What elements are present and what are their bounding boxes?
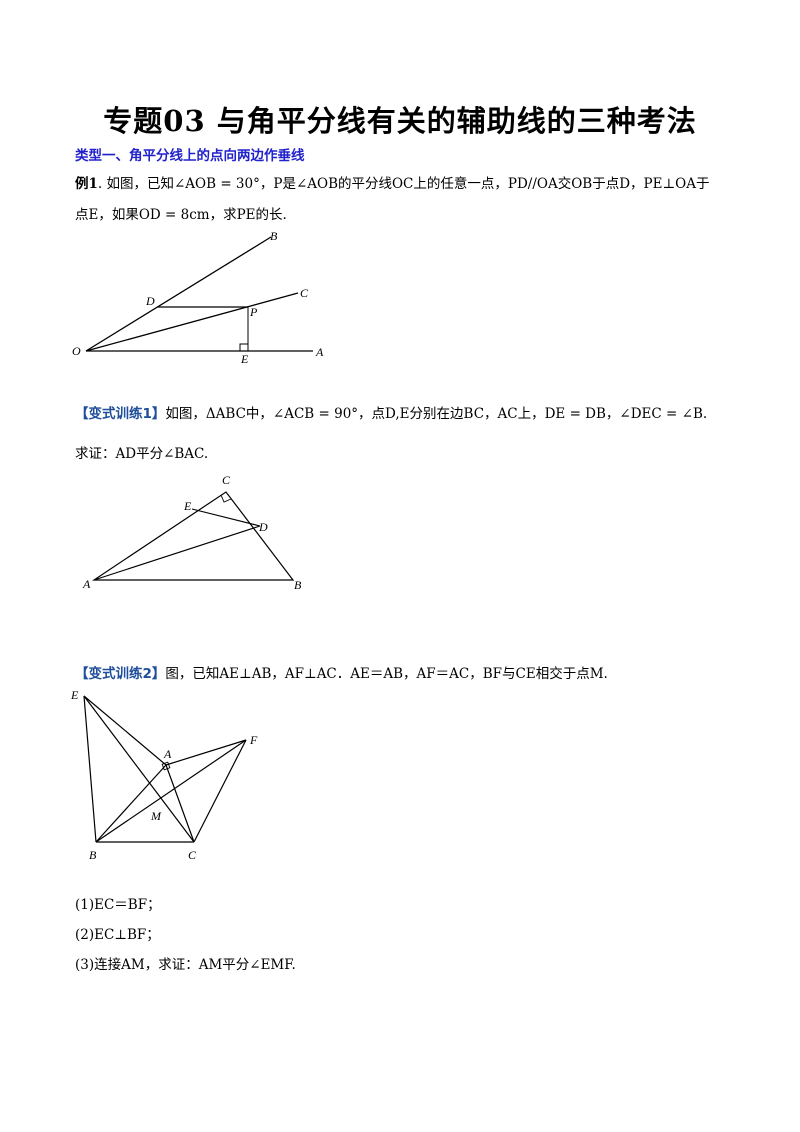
label-m: M <box>150 809 162 823</box>
example1-label: 例1 <box>75 176 98 192</box>
variant1-text1: 如图，ΔABC中，∠ACB = 90°，点D,E分别在边BC，AC上，DE = … <box>165 406 708 422</box>
variant2-text: 图，已知AE⊥AB，AF⊥AC．AE＝AB，AF＝AC，BF与CE相交于点M. <box>165 666 608 682</box>
ray-oc <box>85 292 299 352</box>
right-angle-mark <box>220 494 232 503</box>
label-c: C <box>222 473 231 487</box>
variant1-bracket: 【变式训练1】 <box>75 406 166 422</box>
segment-ea <box>83 695 167 766</box>
segment-ec <box>83 695 195 843</box>
ray-ob <box>85 236 272 352</box>
variant1-line2: 求证：AD平分∠BAC. <box>75 446 209 462</box>
label-c: C <box>300 286 309 300</box>
right-angle-mark <box>239 343 248 351</box>
example1-line2: 点E，如果OD = 8cm，求PE的长. <box>75 207 287 223</box>
example1-line1: 例1. 如图，已知∠AOB = 30°，P是∠AOB的平分线OC上的任意一点，P… <box>75 172 709 192</box>
segment-bf <box>95 739 247 843</box>
variant2-figure: E A F M B C <box>70 688 258 862</box>
label-a: A <box>315 345 324 359</box>
page-title: 专题03 与角平分线有关的辅助线的三种考法 <box>103 104 697 138</box>
variant2-bracket: 【变式训练2】 <box>75 666 166 682</box>
label-a: A <box>163 747 172 761</box>
segment-cf <box>193 739 247 843</box>
label-o: O <box>72 344 81 358</box>
variant2-line: 【变式训练2】图，已知AE⊥AB，AF⊥AC．AE＝AB，AF＝AC，BF与CE… <box>75 662 608 682</box>
label-f: F <box>249 733 258 747</box>
segment-ab <box>95 764 167 843</box>
triangle-abc <box>92 491 295 581</box>
segment-af <box>165 739 247 766</box>
segment-eb <box>83 695 97 843</box>
label-p: P <box>249 305 258 319</box>
variant1-line1: 【变式训练1】如图，ΔABC中，∠ACB = 90°，点D,E分别在边BC，AC… <box>75 402 707 422</box>
question-2: (2)EC⊥BF； <box>75 927 160 943</box>
segment-de <box>191 508 261 527</box>
label-e: E <box>240 352 249 366</box>
label-b: B <box>89 848 97 862</box>
segment-ac <box>165 764 195 843</box>
label-b: B <box>294 578 302 592</box>
question-1: (1)EC＝BF； <box>75 897 161 913</box>
variant1-figure: C E D A B <box>82 473 302 592</box>
example1-figure: B C D P O E A <box>72 229 324 366</box>
label-e: E <box>70 688 79 702</box>
label-d: D <box>258 520 268 534</box>
label-a: A <box>82 577 91 591</box>
question-3: (3)连接AM，求证：AM平分∠EMF. <box>75 957 296 973</box>
label-d: D <box>145 294 155 308</box>
section-heading: 类型一、角平分线上的点向两边作垂线 <box>75 148 305 164</box>
segment-ad <box>93 525 261 581</box>
label-c: C <box>188 848 197 862</box>
label-b: B <box>270 229 278 243</box>
example1-text1: . 如图，已知∠AOB = 30°，P是∠AOB的平分线OC上的任意一点，PD/… <box>97 176 710 192</box>
right-angle-mark <box>161 761 171 771</box>
label-e: E <box>183 499 192 513</box>
